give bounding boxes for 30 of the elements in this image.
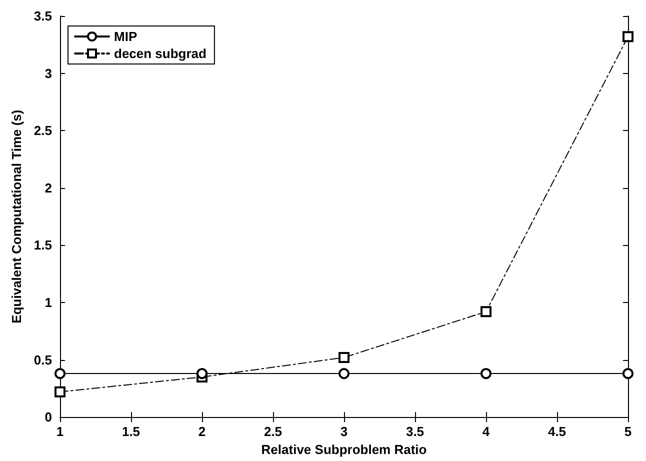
point [338, 352, 350, 364]
x-tick-label: 3 [340, 424, 348, 440]
y-tick-label: 1 [44, 295, 52, 310]
y-tick-label: 2 [44, 180, 52, 196]
x-tick-label: 3.5 [406, 424, 424, 440]
x-tick-label: 1 [56, 424, 64, 440]
point [480, 306, 492, 318]
point [54, 368, 66, 380]
x-tick-label: 4 [482, 424, 490, 440]
x-tick-label: 4.5 [548, 424, 566, 440]
y-axis-title: Equivalent Computational Time (s) [9, 110, 24, 324]
x-tick-label: 2 [198, 424, 206, 440]
y-tick-label: 1.5 [34, 238, 52, 253]
point [196, 368, 208, 380]
legend-label: MIP [114, 29, 138, 44]
legend-label: decen subgrad [114, 46, 207, 61]
x-tick-label: 1.5 [122, 424, 140, 440]
y-tick-label: 2.5 [34, 123, 52, 138]
x-tick-label: 5 [624, 424, 632, 440]
point [622, 368, 634, 380]
y-tick-label: 0 [44, 410, 52, 425]
y-tick-label: 0.5 [34, 352, 52, 368]
point [480, 368, 492, 380]
point [338, 368, 350, 380]
x-tick-label: 2.5 [264, 424, 282, 440]
point [622, 31, 634, 42]
x-axis-title: Relative Subproblem Ratio [261, 442, 427, 457]
point [54, 386, 66, 398]
y-tick-label: 3.5 [34, 8, 52, 24]
y-tick-label: 3 [44, 66, 52, 81]
